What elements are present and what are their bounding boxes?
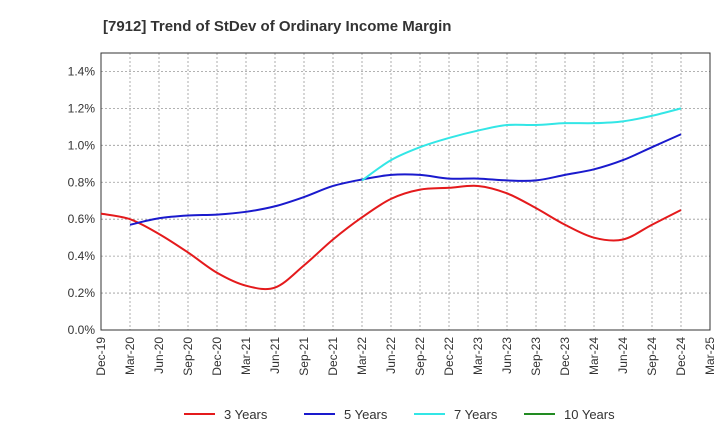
x-tick-label: Jun-22 bbox=[384, 337, 398, 374]
x-tick-label: Sep-20 bbox=[181, 337, 195, 376]
x-tick-label: Jun-23 bbox=[500, 337, 514, 374]
x-tick-label: Mar-21 bbox=[239, 337, 253, 375]
y-tick-label: 0.4% bbox=[68, 249, 96, 263]
legend-label-7-years: 7 Years bbox=[454, 407, 498, 422]
legend-label-5-years: 5 Years bbox=[344, 407, 388, 422]
x-tick-label: Mar-20 bbox=[123, 337, 137, 375]
x-tick-label: Dec-20 bbox=[210, 337, 224, 376]
series-line-3-years bbox=[100, 184, 682, 291]
x-tick-label: Jun-24 bbox=[616, 337, 630, 374]
x-tick-label: Dec-24 bbox=[674, 337, 688, 376]
x-tick-label: Mar-24 bbox=[587, 337, 601, 375]
plot-background bbox=[101, 53, 710, 330]
x-tick-label: Sep-21 bbox=[297, 337, 311, 376]
y-axis: 0.0% 0.2% 0.4% 0.6% 0.8% 1.0% 1.2% 1.4% bbox=[68, 64, 96, 337]
y-tick-label: 1.0% bbox=[68, 138, 96, 152]
y-tick-label: 0.8% bbox=[68, 175, 96, 189]
x-tick-label: Dec-21 bbox=[326, 337, 340, 376]
x-tick-label: Jun-20 bbox=[152, 337, 166, 374]
legend: 3 Years 5 Years 7 Years 10 Years bbox=[184, 407, 615, 422]
x-tick-label: Dec-23 bbox=[558, 337, 572, 376]
x-tick-label: Dec-19 bbox=[94, 337, 108, 376]
plot-area bbox=[100, 52, 711, 331]
x-tick-label: Mar-23 bbox=[471, 337, 485, 375]
y-tick-label: 0.6% bbox=[68, 212, 96, 226]
x-axis: Dec-19 Mar-20 Jun-20 Sep-20 Dec-20 Mar-21 Jun-… bbox=[94, 337, 717, 376]
x-tick-label: Sep-23 bbox=[529, 337, 543, 376]
chart-title: [7912] Trend of StDev of Ordinary Income… bbox=[103, 18, 451, 35]
y-tick-label: 0.2% bbox=[68, 286, 96, 300]
y-tick-label: 1.4% bbox=[68, 64, 96, 78]
series-layer bbox=[100, 107, 682, 291]
y-tick-label: 1.2% bbox=[68, 101, 96, 115]
legend-label-10-years: 10 Years bbox=[564, 407, 615, 422]
x-tick-label: Sep-24 bbox=[645, 337, 659, 376]
series-line-5-years bbox=[129, 133, 682, 226]
plot-frame bbox=[100, 52, 711, 331]
y-tick-label: 0.0% bbox=[68, 323, 96, 337]
series-line-7-years bbox=[361, 107, 682, 182]
x-tick-label: Mar-22 bbox=[355, 337, 369, 375]
x-tick-label: Dec-22 bbox=[442, 337, 456, 376]
x-tick-label: Jun-21 bbox=[268, 337, 282, 374]
x-tick-label: Sep-22 bbox=[413, 337, 427, 376]
legend-label-3-years: 3 Years bbox=[224, 407, 268, 422]
x-tick-label: Mar-25 bbox=[703, 337, 717, 375]
